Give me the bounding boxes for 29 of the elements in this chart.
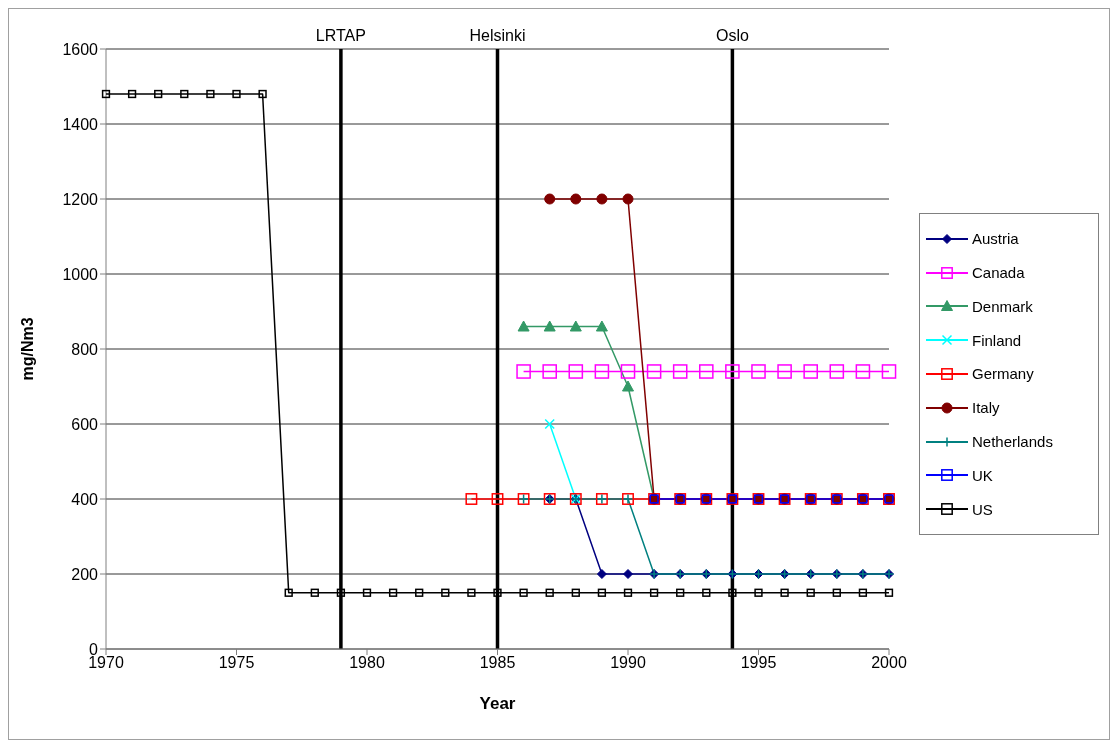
- x-tick-label: 2000: [871, 654, 907, 672]
- y-tick-label: 1400: [62, 115, 99, 133]
- legend-label: Denmark: [972, 297, 1033, 315]
- legend-label: Netherlands: [972, 433, 1053, 451]
- x-tick-label: 1980: [349, 654, 385, 672]
- legend-label: Finland: [972, 331, 1022, 349]
- x-tick-label: 1990: [610, 654, 646, 672]
- y-tick-label: 600: [71, 415, 99, 433]
- ref-line-label: Oslo: [715, 27, 749, 44]
- legend-label: Austria: [972, 230, 1019, 248]
- legend-label: UK: [972, 466, 993, 484]
- x-tick-label: 1970: [88, 654, 124, 672]
- y-tick-label: 200: [71, 565, 99, 583]
- y-tick-label: 800: [71, 340, 99, 358]
- y-tick-label: 1600: [62, 40, 99, 58]
- ref-line-label: LRTAP: [315, 27, 366, 44]
- x-tick-label: 1985: [479, 654, 516, 672]
- ref-line-label: Helsinki: [469, 27, 526, 44]
- x-axis-title: Year: [479, 694, 516, 713]
- legend-label: Germany: [972, 365, 1034, 383]
- legend-label: US: [972, 500, 993, 518]
- y-axis-title: mg/Nm3: [18, 317, 36, 381]
- y-tick-label: 400: [71, 490, 99, 508]
- y-tick-label: 1000: [62, 265, 99, 283]
- legend-label: Canada: [972, 264, 1025, 282]
- legend-label: Italy: [972, 399, 1000, 417]
- x-tick-label: 1995: [740, 654, 777, 672]
- x-tick-label: 1975: [218, 654, 255, 672]
- y-tick-label: 1200: [62, 190, 99, 208]
